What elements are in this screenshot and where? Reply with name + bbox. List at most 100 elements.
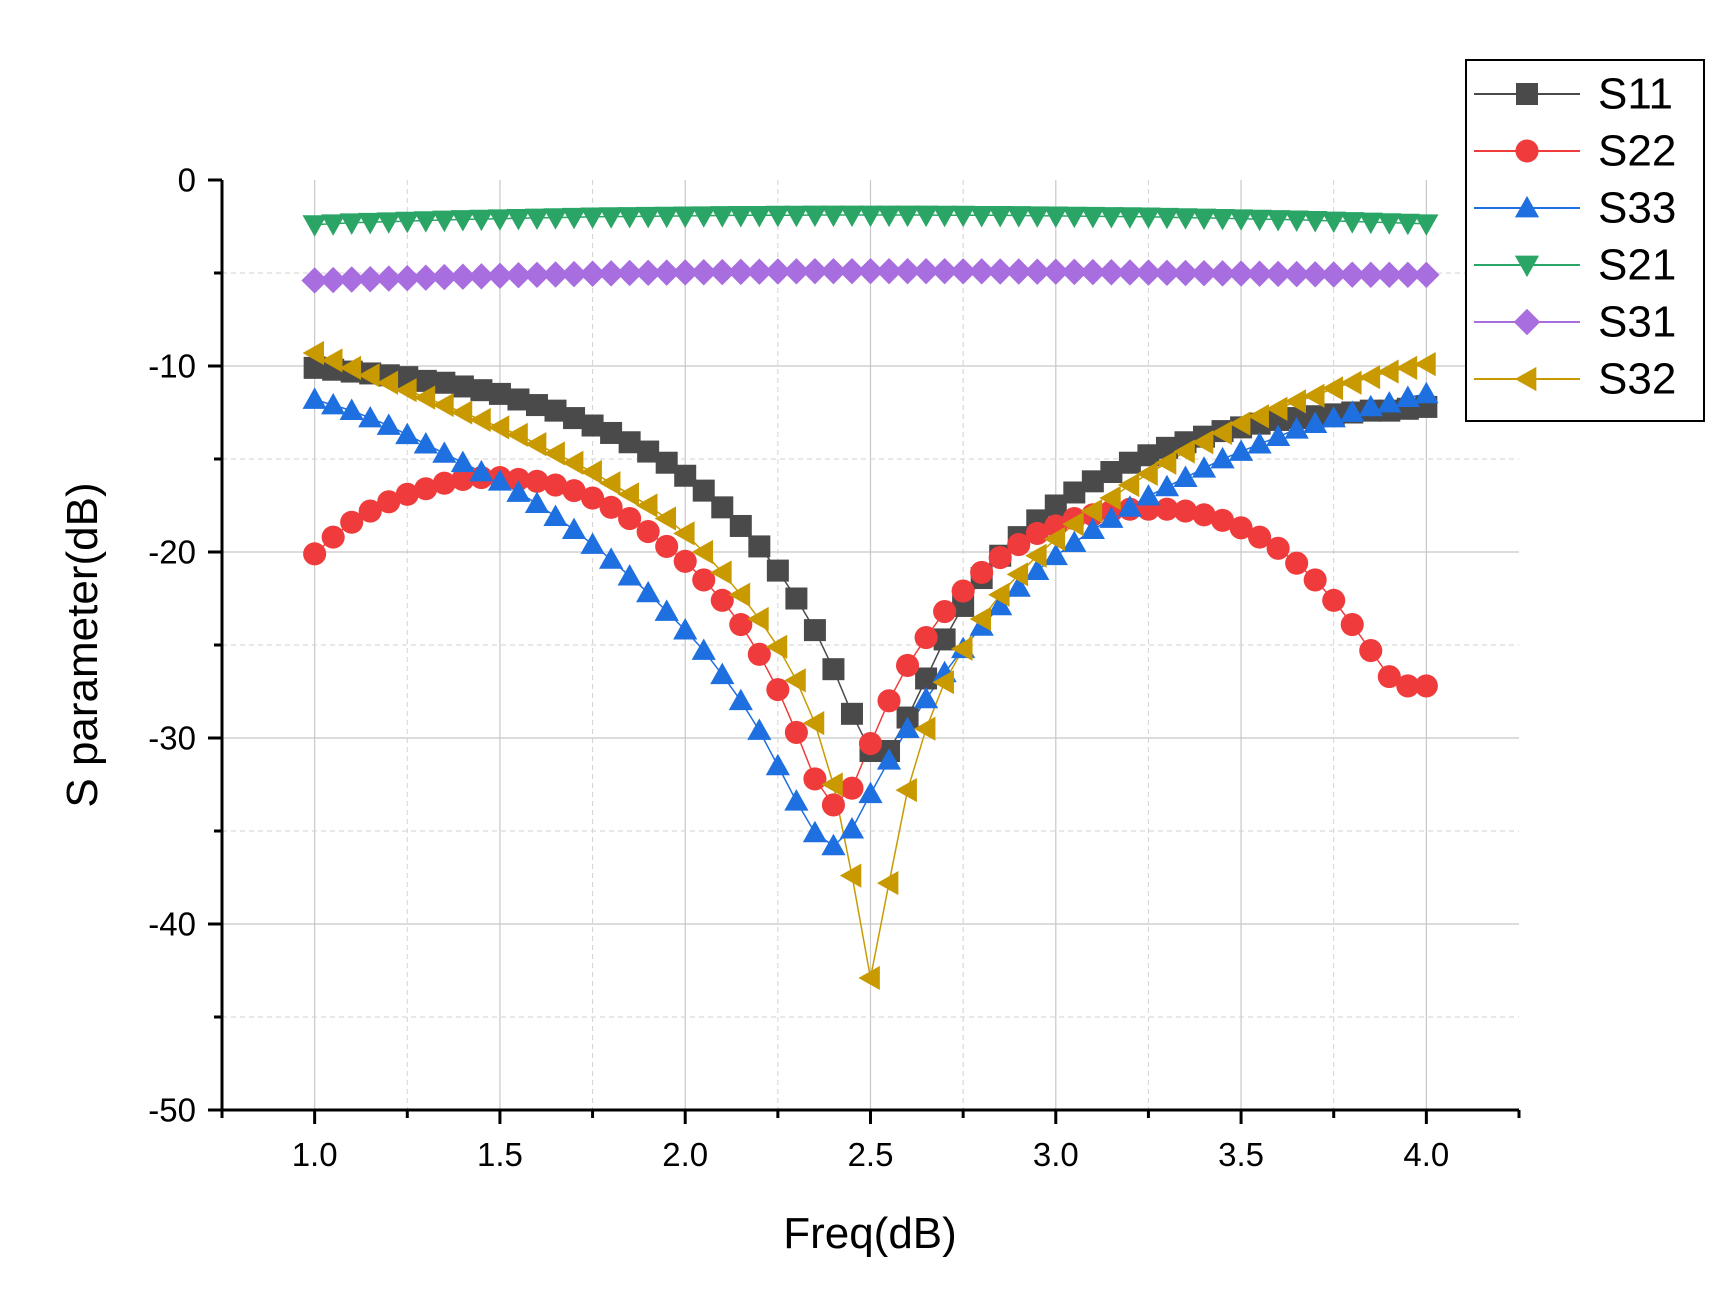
data-point-s32	[636, 493, 658, 518]
data-point-s33	[1266, 424, 1291, 447]
data-point-s22	[1173, 499, 1198, 523]
data-point-s31	[1246, 260, 1273, 287]
data-point-s21	[802, 205, 828, 228]
data-point-s32	[617, 482, 639, 507]
data-point-s22	[1248, 525, 1272, 549]
data-point-s11	[525, 394, 548, 417]
data-point-s21	[339, 213, 364, 235]
data-point-s11	[766, 559, 789, 582]
data-point-s21	[895, 205, 920, 228]
data-point-s11	[414, 369, 437, 392]
data-point-s21	[673, 206, 698, 228]
data-point-s31	[1153, 259, 1181, 287]
data-point-s22	[506, 467, 531, 492]
data-point-s22	[655, 534, 679, 558]
data-point-s22	[451, 467, 475, 492]
data-point-s33	[1117, 495, 1142, 517]
data-point-s33	[561, 517, 587, 540]
data-point-s31	[560, 260, 588, 288]
data-point-s21	[1080, 206, 1105, 229]
data-point-s32	[784, 668, 806, 693]
data-point-s33	[376, 413, 401, 435]
data-point-s32	[1173, 439, 1195, 464]
data-point-s33	[784, 789, 809, 811]
data-point-s32	[654, 506, 677, 531]
data-point-s31	[912, 257, 940, 285]
data-point-s21	[1006, 206, 1031, 228]
data-point-s21	[524, 208, 550, 231]
data-point-s22	[877, 689, 901, 713]
data-point-s22	[543, 473, 568, 497]
data-point-s32	[1321, 376, 1344, 401]
data-point-s11	[470, 379, 493, 402]
data-point-s21	[691, 206, 716, 228]
data-point-s21	[636, 206, 661, 229]
data-point-s33	[1025, 558, 1050, 580]
data-point-s22	[1229, 516, 1253, 540]
data-point-s21	[469, 209, 494, 232]
data-point-s33	[1377, 391, 1402, 413]
data-point-s33	[821, 833, 846, 856]
data-point-s33	[395, 422, 420, 445]
data-point-s33	[1062, 530, 1087, 553]
data-point-s33	[691, 638, 716, 660]
data-point-s33	[654, 599, 679, 621]
data-point-s21	[395, 211, 420, 234]
data-point-s33	[432, 441, 457, 463]
data-point-s33	[988, 593, 1013, 616]
data-point-s32	[376, 370, 399, 395]
legend-labels: S11 S22 S33 S21 S31 S32	[1598, 70, 1676, 404]
legend-label-s32: S32	[1598, 355, 1676, 404]
data-point-s33	[1080, 517, 1105, 540]
data-point-s22	[988, 546, 1012, 570]
data-point-s22	[710, 588, 734, 612]
data-point-s21	[765, 205, 790, 228]
data-point-s31	[1098, 259, 1125, 286]
legend-label-s33: S33	[1598, 184, 1676, 233]
data-point-s33	[1358, 394, 1383, 417]
data-point-s32	[1062, 512, 1084, 537]
data-point-s22	[840, 776, 864, 800]
data-point-s21	[1303, 211, 1328, 233]
data-point-s32	[1154, 450, 1177, 475]
data-point-s21	[487, 209, 513, 231]
data-point-s22	[340, 510, 364, 534]
data-point-s11	[729, 514, 752, 537]
data-point-s33	[1395, 385, 1420, 407]
data-point-s11	[507, 388, 530, 411]
data-point-s11	[748, 535, 771, 558]
data-point-s33	[1191, 456, 1217, 478]
data-point-s31	[301, 267, 328, 294]
data-point-s31	[616, 259, 643, 287]
data-point-s22	[1377, 665, 1401, 689]
data-point-s33	[487, 469, 513, 491]
data-point-s22	[747, 642, 771, 666]
data-point-s31	[431, 263, 458, 291]
data-point-s21	[1414, 214, 1439, 236]
data-point-s32	[358, 363, 380, 388]
legend-entries	[1474, 83, 1580, 392]
data-point-s22	[581, 486, 605, 510]
data-point-s21	[1025, 206, 1050, 228]
data-point-s22	[951, 579, 975, 603]
data-point-s31	[1042, 258, 1069, 285]
data-point-s33	[599, 547, 624, 569]
data-point-s11	[822, 658, 845, 681]
data-point-s21	[543, 208, 568, 230]
data-point-s31	[375, 265, 402, 292]
data-point-s32	[1395, 355, 1418, 380]
data-point-s31	[746, 258, 773, 285]
data-point-s31	[764, 258, 792, 285]
data-point-s32	[1414, 352, 1436, 377]
data-point-s21	[1191, 208, 1217, 231]
data-point-s21	[913, 205, 939, 228]
data-point-s22	[1303, 568, 1327, 592]
data-point-s22	[1396, 674, 1420, 698]
data-point-s31	[449, 263, 477, 290]
data-point-s21	[1099, 207, 1124, 229]
data-point-s31	[709, 258, 736, 286]
data-point-s21	[1154, 207, 1180, 230]
data-point-s21	[1395, 213, 1420, 236]
data-point-s31	[597, 260, 625, 287]
data-point-s31	[1227, 260, 1255, 287]
